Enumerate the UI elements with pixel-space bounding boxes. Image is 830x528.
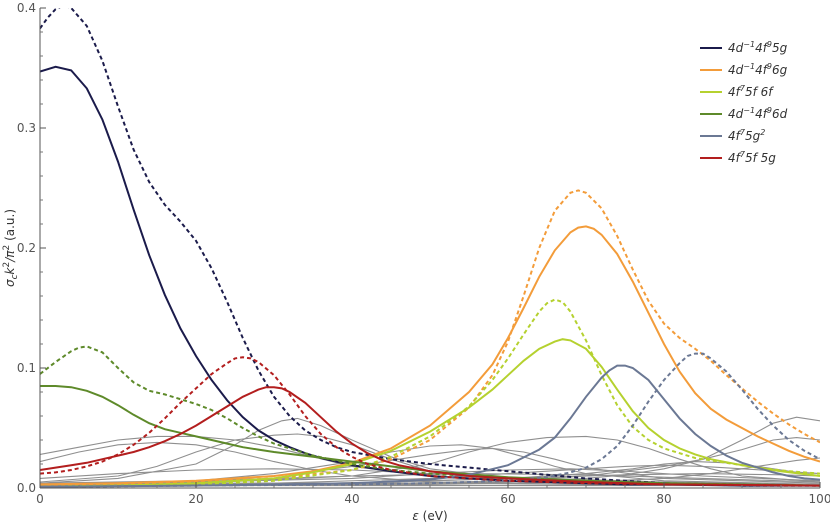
background-curve-7 xyxy=(40,435,820,487)
legend-label-5: 4f75g2 xyxy=(728,128,765,143)
legend: 4d−14f95g 4d−14f96g 4f75f 6f 4d−14f96d 4f75g… xyxy=(700,40,788,165)
tick-marks: 0 20 40 60 80 100 0.0 0.1 0.2 0.3 0.4 xyxy=(17,1,830,506)
series-6-solid xyxy=(40,386,820,487)
x-tick-label: 0 xyxy=(36,492,44,506)
x-tick-label: 100 xyxy=(809,492,830,506)
y-axis-title: σck2/π2 (a.u.) xyxy=(2,209,20,287)
legend-label-2: 4d−14f96g xyxy=(728,62,788,77)
x-tick-label: 20 xyxy=(188,492,203,506)
series-2-solid xyxy=(40,225,820,486)
series-curves xyxy=(40,8,820,488)
x-tick-label: 80 xyxy=(656,492,671,506)
x-tick-label: 40 xyxy=(344,492,359,506)
series-5-dashed xyxy=(40,352,820,488)
y-tick-label: 0.0 xyxy=(17,481,36,495)
x-tick-label: 60 xyxy=(500,492,515,506)
legend-label-4: 4d−14f96d xyxy=(728,106,788,121)
series-3-solid xyxy=(40,338,820,488)
legend-label-3: 4f75f 6f xyxy=(728,84,774,99)
y-tick-label: 0.2 xyxy=(17,241,36,255)
x-axis-title: ε (eV) xyxy=(412,509,447,523)
series-1-dashed xyxy=(40,8,820,487)
y-tick-label: 0.3 xyxy=(17,121,36,135)
axes xyxy=(39,8,820,489)
series-5-solid xyxy=(40,364,820,488)
y-tick-label: 0.1 xyxy=(17,361,36,375)
series-2-dashed xyxy=(40,189,820,487)
background-curve-13 xyxy=(40,468,820,487)
background-curve-8 xyxy=(40,464,820,487)
series-1-solid xyxy=(40,65,820,487)
y-tick-label: 0.4 xyxy=(17,1,36,15)
series-4-dashed xyxy=(40,345,820,487)
legend-label-1: 4d−14f95g xyxy=(728,40,788,55)
legend-label-6: 4f75f 5g xyxy=(728,150,776,165)
